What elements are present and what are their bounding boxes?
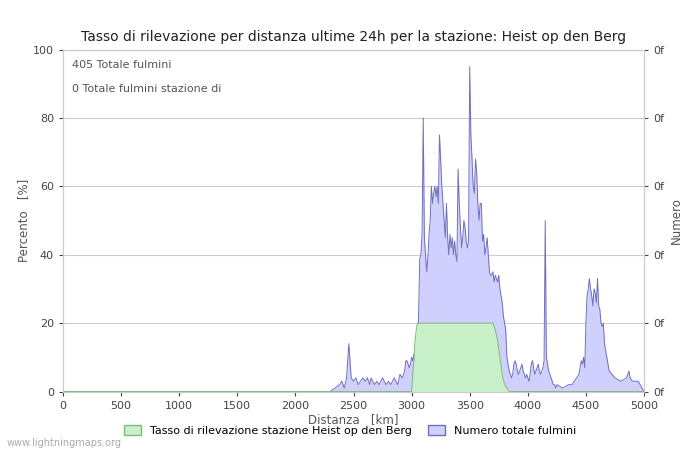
Y-axis label: Percento   [%]: Percento [%] [18, 179, 30, 262]
Title: Tasso di rilevazione per distanza ultime 24h per la stazione: Heist op den Berg: Tasso di rilevazione per distanza ultime… [81, 30, 626, 44]
X-axis label: Distanza   [km]: Distanza [km] [308, 413, 399, 426]
Text: 405 Totale fulmini: 405 Totale fulmini [71, 60, 172, 70]
Text: www.lightningmaps.org: www.lightningmaps.org [7, 438, 122, 448]
Y-axis label: Numero: Numero [670, 197, 682, 244]
Legend: Tasso di rilevazione stazione Heist op den Berg, Numero totale fulmini: Tasso di rilevazione stazione Heist op d… [120, 420, 580, 440]
Text: 0 Totale fulmini stazione di: 0 Totale fulmini stazione di [71, 84, 221, 94]
